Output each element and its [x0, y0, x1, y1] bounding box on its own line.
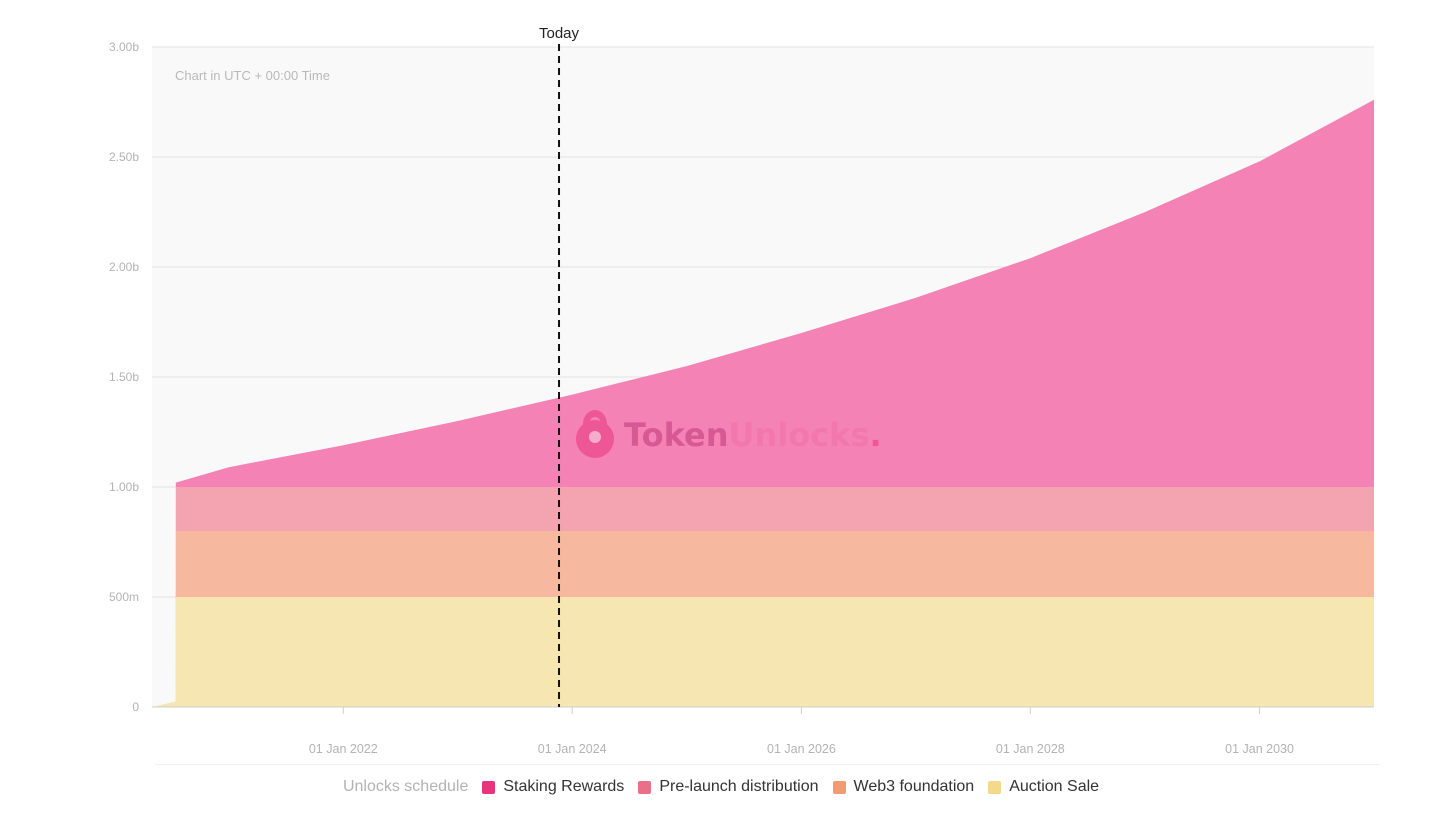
x-tick-label: 01 Jan 2028: [996, 742, 1065, 756]
watermark-token: Token: [624, 416, 728, 454]
x-tick-label: 01 Jan 2024: [538, 742, 607, 756]
y-axis-ticks: 0 500m 1.00b 1.50b 2.00b 2.50b 3.00b: [109, 40, 139, 714]
legend: Unlocks schedule Staking Rewards Pre-laun…: [0, 778, 1456, 796]
legend-item-pre-launch-distribution[interactable]: Pre-launch distribution: [638, 778, 819, 796]
legend-title: Unlocks schedule: [342, 778, 469, 795]
y-tick-label: 0: [132, 700, 139, 714]
today-marker: Today: [539, 25, 580, 707]
x-tick-label: 01 Jan 2030: [1225, 742, 1294, 756]
area-auction-sale: [152, 597, 1374, 707]
legend-label: Pre-launch distribution: [659, 778, 819, 795]
legend-label: Staking Rewards: [503, 778, 625, 795]
legend-swatch: [988, 780, 1002, 794]
x-axis: 01 Jan 2022 01 Jan 2024 01 Jan 2026 01 Jan …: [152, 706, 1374, 756]
legend-label: Web3 foundation: [853, 778, 975, 795]
timezone-note: Chart in UTC + 00:00 Time: [175, 68, 330, 83]
today-label: Today: [539, 25, 580, 42]
lock-keyhole: [589, 431, 601, 443]
left-strip: [0, 0, 52, 819]
area-pre-launch-distribution: [152, 487, 1374, 707]
legend-swatch: [832, 780, 846, 794]
legend-item-auction-sale[interactable]: Auction Sale: [988, 778, 1099, 796]
x-tick-label: 01 Jan 2022: [309, 742, 378, 756]
svg-text:TokenUnlocks.: TokenUnlocks.: [624, 416, 882, 454]
legend-swatch: [482, 780, 496, 794]
y-tick-label: 2.00b: [109, 260, 139, 274]
y-tick-label: 500m: [109, 590, 139, 604]
watermark-dot: .: [869, 416, 881, 454]
legend-label: Auction Sale: [1009, 778, 1100, 795]
legend-items: Staking Rewards Pre-launch distribution We…: [482, 778, 1113, 796]
y-tick-label: 2.50b: [109, 150, 139, 164]
legend-divider: [155, 764, 1380, 765]
watermark-logo: TokenUnlocks.: [576, 410, 882, 458]
x-tick-label: 01 Jan 2026: [767, 742, 836, 756]
area-web3-foundation: [152, 531, 1374, 707]
legend-swatch: [638, 780, 652, 794]
area-staking-rewards: [152, 99, 1374, 708]
watermark-unlocks: Unlocks: [728, 416, 869, 454]
legend-item-staking-rewards[interactable]: Staking Rewards: [482, 778, 624, 796]
y-tick-label: 3.00b: [109, 40, 139, 54]
y-tick-label: 1.50b: [109, 370, 139, 384]
stacked-areas: [152, 99, 1374, 708]
legend-item-web3-foundation[interactable]: Web3 foundation: [832, 778, 975, 796]
y-tick-label: 1.00b: [109, 480, 139, 494]
